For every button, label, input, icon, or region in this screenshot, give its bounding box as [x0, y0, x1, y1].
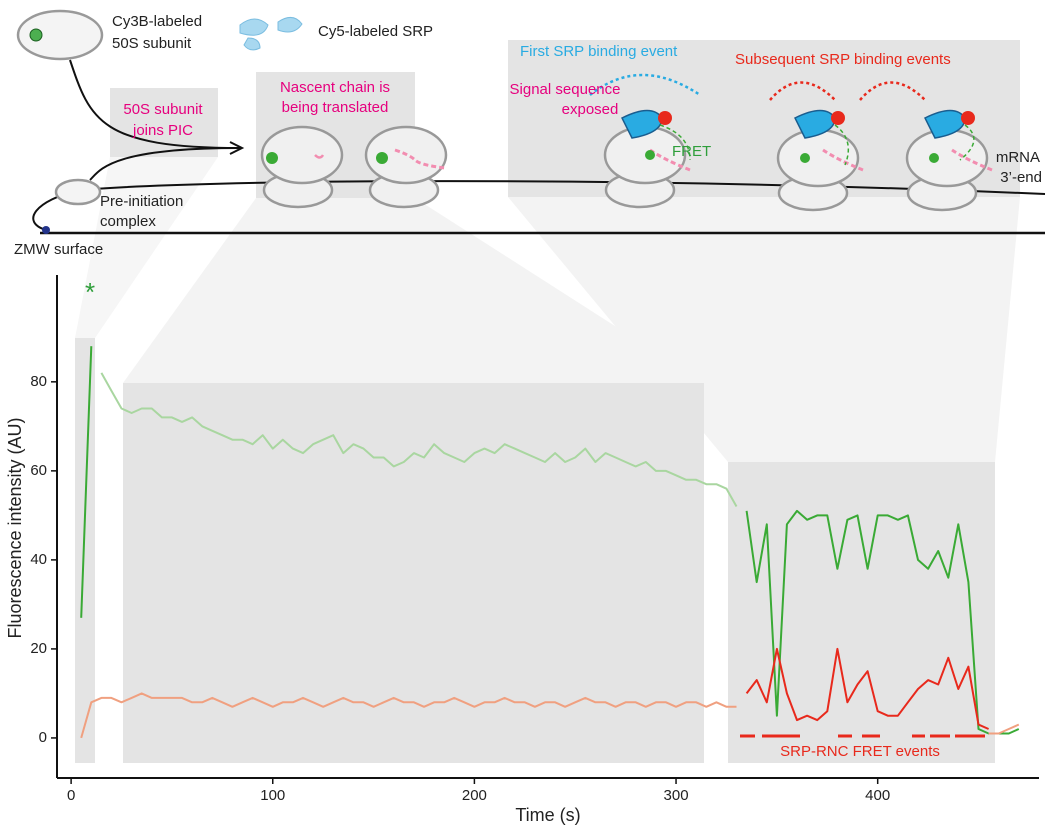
x-tick-label: 200 [462, 787, 487, 804]
y-tick-label: 20 [30, 640, 47, 657]
label: being translated [282, 99, 389, 116]
label: 50S subunit [112, 35, 192, 52]
trace [80, 346, 1020, 735]
trace [80, 692, 1020, 739]
y-tick-label: 0 [39, 729, 47, 746]
label: complex [100, 213, 156, 230]
label: ZMW surface [14, 241, 103, 258]
x-axis-title: Time (s) [515, 805, 580, 825]
label: joins PIC [132, 122, 193, 139]
label: Pre-initiation [100, 193, 183, 210]
trace [100, 372, 738, 507]
label: 50S subunit [123, 101, 203, 118]
y-tick-label: 80 [30, 373, 47, 390]
label: Cy5-labeled SRP [318, 23, 433, 40]
label: FRET [672, 143, 711, 160]
label: Cy3B-labeled [112, 13, 202, 30]
x-tick-label: 400 [865, 787, 890, 804]
x-tick-label: 300 [664, 787, 689, 804]
label: exposed [562, 101, 619, 118]
label: First SRP binding event [520, 43, 678, 60]
label: mRNA [996, 149, 1040, 166]
schematic-labels: Cy3B-labeled 50S subunit Cy5-labeled SRP… [14, 13, 1042, 258]
label: 3’-end [1000, 169, 1042, 186]
schematic [16, 9, 1046, 235]
y-tick-label: 40 [30, 551, 47, 568]
trace [745, 647, 989, 730]
x-tick-label: 100 [260, 787, 285, 804]
label: Subsequent SRP binding events [735, 51, 951, 68]
label: Signal sequence [510, 81, 621, 98]
annotation: * [85, 277, 95, 307]
annotation: SRP-RNC FRET events [780, 743, 940, 760]
y-axis-title: Fluorescence intensity (AU) [5, 417, 25, 638]
x-tick-label: 0 [67, 787, 75, 804]
shading [75, 40, 1020, 763]
y-tick-label: 60 [30, 462, 47, 479]
label: Nascent chain is [280, 79, 390, 96]
